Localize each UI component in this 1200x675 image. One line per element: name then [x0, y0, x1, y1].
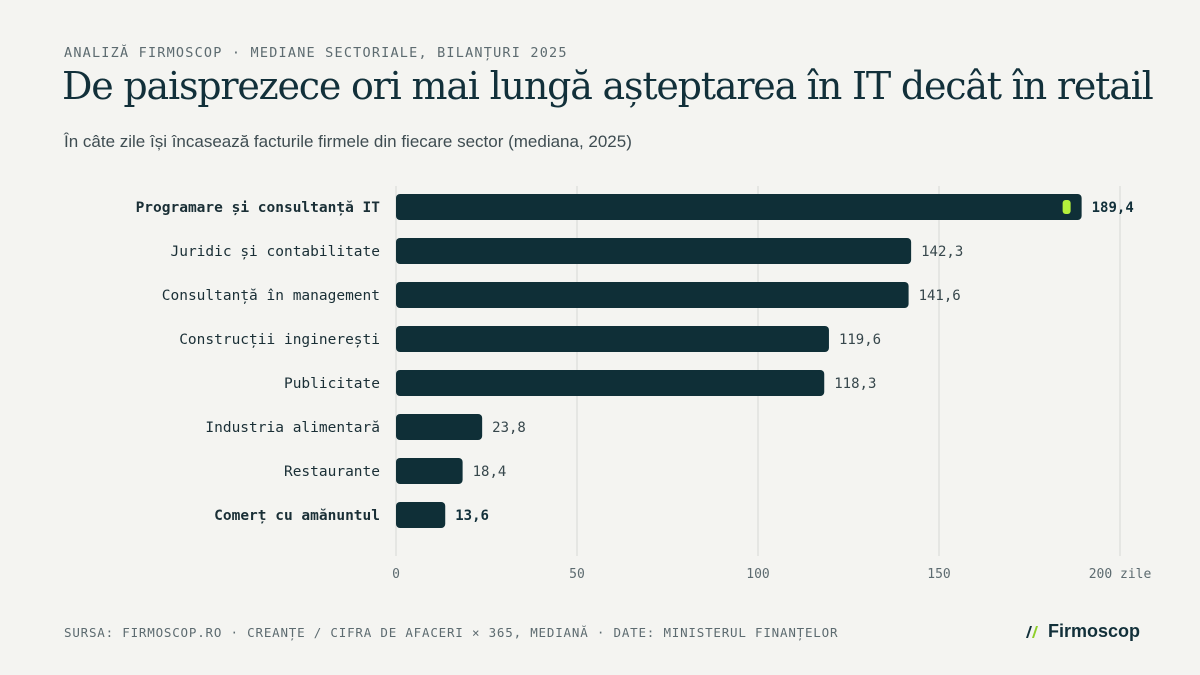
- category-label: Comerț cu amănuntul: [214, 508, 380, 524]
- x-tick-label: 200 zile: [1089, 567, 1152, 582]
- category-label: Publicitate: [284, 376, 380, 392]
- bar: [396, 326, 829, 352]
- x-tick-label: 150: [927, 567, 950, 582]
- category-label: Construcții inginerești: [179, 332, 380, 348]
- value-label: 141,6: [919, 288, 961, 304]
- value-label: 23,8: [492, 420, 526, 436]
- bar: [396, 282, 909, 308]
- chart-labels: Programare și consultanță IT 189,4 Juridic…: [136, 200, 1134, 524]
- value-label: 189,4: [1092, 200, 1134, 216]
- bar: [396, 502, 446, 528]
- category-label: Industria alimentară: [205, 420, 380, 436]
- value-label: 18,4: [473, 464, 507, 480]
- bar: [396, 370, 825, 396]
- value-label: 118,3: [834, 376, 876, 392]
- double-slash-logo-icon: [1026, 625, 1038, 638]
- brand[interactable]: Firmoscop: [1022, 621, 1140, 642]
- chart-ticks: 0 50 100 150 200 zile: [392, 567, 1151, 582]
- bar-chart: Programare și consultanță IT 189,4 Juridic…: [136, 186, 1151, 582]
- x-tick-label: 50: [569, 567, 585, 582]
- bar: [396, 194, 1082, 220]
- highlight-marker: [1062, 200, 1071, 214]
- value-label: 119,6: [839, 332, 881, 348]
- source-note: SURSA: FIRMOSCOP.RO · CREANȚE / CIFRA DE…: [64, 625, 839, 640]
- value-label: 142,3: [921, 244, 963, 260]
- bar: [396, 414, 483, 440]
- category-label: Programare și consultanță IT: [136, 200, 381, 216]
- chart-bars: [396, 194, 1082, 528]
- category-label: Restaurante: [284, 464, 380, 480]
- chart-subtitle: În câte zile își încasează facturile fir…: [64, 132, 632, 151]
- kicker: ANALIZĂ FIRMOSCOP · MEDIANE SECTORIALE, …: [64, 45, 568, 61]
- x-tick-label: 100: [746, 567, 769, 582]
- bar: [396, 238, 912, 264]
- category-label: Juridic și contabilitate: [170, 244, 380, 260]
- value-label: 13,6: [455, 508, 489, 524]
- bar: [396, 458, 463, 484]
- x-tick-label: 0: [392, 567, 400, 582]
- category-label: Consultanță în management: [162, 288, 380, 304]
- chart-title: De paisprezece ori mai lungă așteptarea …: [62, 64, 1154, 108]
- brand-name: Firmoscop: [1048, 621, 1141, 641]
